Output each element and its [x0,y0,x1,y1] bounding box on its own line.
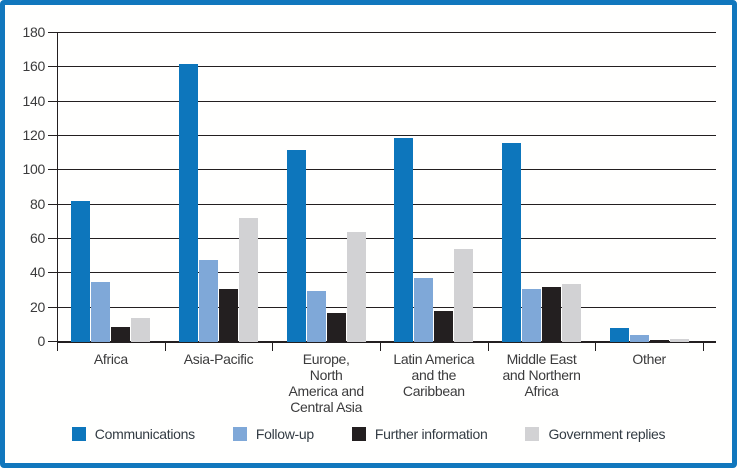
bar-communications [71,201,91,342]
category-label: Africa [93,351,128,367]
bar-further-information [542,287,561,342]
gridline [57,32,716,33]
category-label: Other [632,351,666,367]
y-axis-tick-label: 40 [30,264,45,281]
y-axis-tick-label: 100 [22,161,46,178]
y-axis-tick-label: 120 [22,127,46,143]
y-axis-tick-label: 140 [22,92,46,109]
bar-further-information [326,312,346,342]
bar-follow-up [91,281,111,342]
x-axis-tick [380,342,381,351]
category-label: Europe, North America and Central Asia [288,351,365,415]
bar-government-replies [454,249,474,342]
gridline [57,306,716,308]
legend-item-further-information: Further information [351,426,488,442]
legend-label-follow-up: Follow-up [255,426,314,442]
bar-communications [394,137,414,342]
bar-follow-up [414,278,434,342]
x-axis-tick [57,342,58,351]
bar-government-replies [669,338,689,342]
legend-label-communications: Communications [94,426,195,442]
y-axis-tick-label: 80 [30,195,45,212]
y-axis-tick [48,100,57,102]
y-axis-tick-label: 160 [22,58,46,75]
bar-follow-up [199,259,218,342]
y-axis [57,33,58,342]
y-axis-tick-label: 60 [30,230,45,246]
x-axis-tick [487,342,489,351]
y-axis-tick-label: 180 [22,24,46,40]
x-axis-tick [272,342,274,351]
legend-label-government-replies: Government replies [548,426,666,442]
gridline [57,100,716,102]
y-axis-tick-label: 0 [37,333,46,349]
legend-swatch-communications-icon [71,427,86,441]
gridline [57,238,716,239]
y-axis-tick [48,272,57,274]
bar-further-information [434,311,454,342]
bar-further-information [219,288,238,342]
x-axis-tick [595,342,597,351]
legend-item-communications: Communications [71,426,195,442]
legend-swatch-follow-up-icon [232,427,247,441]
bar-communications [609,328,629,342]
gridline [57,66,716,68]
gridline [57,272,716,274]
bar-government-replies [239,218,258,342]
bar-follow-up [306,290,326,342]
bar-government-replies [131,317,151,342]
category-label: Asia-Pacific [183,351,254,367]
bar-government-replies [346,232,366,342]
bar-communications [286,149,306,342]
legend-item-follow-up: Follow-up [232,426,314,442]
gridline [57,169,716,171]
y-axis-tick [48,32,57,33]
category-label: Latin America and the Caribbean [393,351,475,399]
legend-label-further-information: Further information [374,426,488,442]
y-axis-tick [48,66,57,68]
bar-communications [179,63,198,342]
bar-follow-up [522,288,541,342]
legend-item-government-replies: Government replies [525,426,666,442]
y-axis-tick [48,203,57,205]
legend: Communications Follow-up Further informa… [0,426,737,442]
gridline [57,203,716,205]
x-axis-tick [703,342,705,351]
bar-further-information [111,326,131,342]
gridline [57,135,716,136]
x-axis [57,341,716,343]
bar-government-replies [562,283,581,342]
y-axis-tick [48,341,57,342]
legend-swatch-government-replies-icon [525,427,540,441]
bar-further-information [649,340,669,342]
category-label: Middle East and Northern Africa [502,351,581,399]
y-axis-tick [48,169,57,171]
y-axis-tick-label: 20 [30,298,45,315]
y-axis-tick [48,306,57,308]
y-axis-tick [48,135,57,136]
legend-swatch-further-information-icon [351,427,366,441]
bar-communications [502,142,521,342]
x-axis-tick [164,342,166,351]
bar-follow-up [629,335,649,342]
y-axis-tick [48,238,57,239]
